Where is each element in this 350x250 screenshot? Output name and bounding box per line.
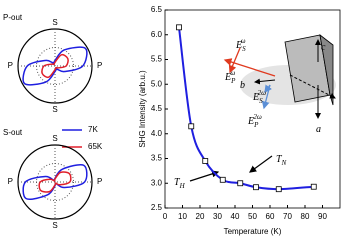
y-tick-label: 4.0 [151, 129, 163, 138]
inset-label: a [316, 124, 321, 135]
inset-label-base: c [321, 42, 326, 53]
y-tick-label: 2.5 [151, 203, 163, 212]
data-point [202, 158, 209, 164]
inset-label: EPω [224, 69, 236, 85]
x-tick-label: 30 [213, 212, 222, 221]
x-tick-label: 80 [301, 212, 310, 221]
annotation-base: T [276, 154, 283, 165]
x-tick-label: 0 [163, 212, 168, 221]
annotation-sub: N [281, 159, 287, 167]
annotation: TN [276, 154, 287, 166]
data-point [237, 180, 244, 187]
y-axis-label: SHG Intensity (arb.u.) [138, 70, 147, 148]
data-point [253, 184, 259, 191]
x-tick-label: 20 [196, 212, 205, 221]
y-tick-label: 5.5 [151, 55, 163, 64]
annotation-sub: H [179, 182, 186, 190]
inset-label: ESω [235, 37, 246, 53]
y-tick-label: 5.0 [151, 79, 163, 88]
x-tick-label: 90 [318, 212, 327, 221]
x-tick-label: 40 [231, 212, 240, 221]
inset-label-sub: P [253, 121, 259, 129]
legend-label: 65K [88, 142, 103, 151]
inset-label-sup: 2ω [258, 89, 267, 97]
data-point [188, 123, 195, 130]
data-point [176, 24, 182, 31]
inset-label-base: a [316, 124, 321, 135]
x-tick-label: 60 [266, 212, 275, 221]
arrow [249, 155, 273, 173]
y-tick-label: 3.0 [151, 178, 163, 187]
annotation: TH [174, 177, 186, 189]
inset-label: c [321, 42, 326, 53]
axis-label: S [52, 221, 57, 230]
polar-curve [38, 171, 72, 193]
inset-label: b [240, 80, 245, 91]
arrow [189, 170, 220, 182]
inset-label-sub: S [242, 45, 246, 53]
y-tick-label: 3.5 [151, 154, 163, 163]
panel-title: P-out [3, 13, 23, 22]
inset-label: EP2ω [247, 113, 262, 129]
inset-label-base: E [247, 116, 254, 127]
y-tick-label: 4.5 [151, 104, 163, 113]
polar-curve [41, 53, 69, 79]
axis-label: P [97, 177, 102, 186]
panel-title: S-out [3, 128, 23, 137]
inset-label-sup: 2ω [253, 113, 262, 121]
axis-label: S [52, 105, 57, 114]
axis-label: P [8, 177, 13, 186]
axis-label: P [8, 61, 13, 70]
y-tick-label: 6.0 [151, 30, 163, 39]
data-point [219, 176, 226, 183]
data-point [275, 186, 282, 193]
inset-label-base: E [224, 72, 231, 83]
inset-label-sup: ω [241, 37, 246, 45]
x-tick-label: 70 [283, 212, 292, 221]
annotation-base: T [174, 177, 181, 188]
axis-label: S [52, 134, 57, 143]
y-tick-label: 6.5 [151, 5, 163, 14]
inset-label-sup: ω [230, 69, 235, 77]
axis-label: S [52, 18, 57, 27]
inset-label: ES2ω [252, 89, 266, 105]
legend-label: 7K [88, 125, 98, 134]
x-axis-label: Temperature (K) [224, 227, 282, 236]
inset-label-sub: P [230, 77, 236, 85]
x-tick-label: 50 [248, 212, 257, 221]
inset-label-base: b [240, 80, 245, 91]
data-point [310, 183, 317, 190]
inset-label-base: E [235, 40, 242, 51]
inset-label-sub: S [259, 97, 263, 105]
x-tick-label: 10 [178, 212, 187, 221]
inset-diagram [223, 34, 336, 119]
polar-curve [22, 46, 88, 86]
inset-label-base: E [252, 92, 259, 103]
axis-label: P [97, 61, 102, 70]
